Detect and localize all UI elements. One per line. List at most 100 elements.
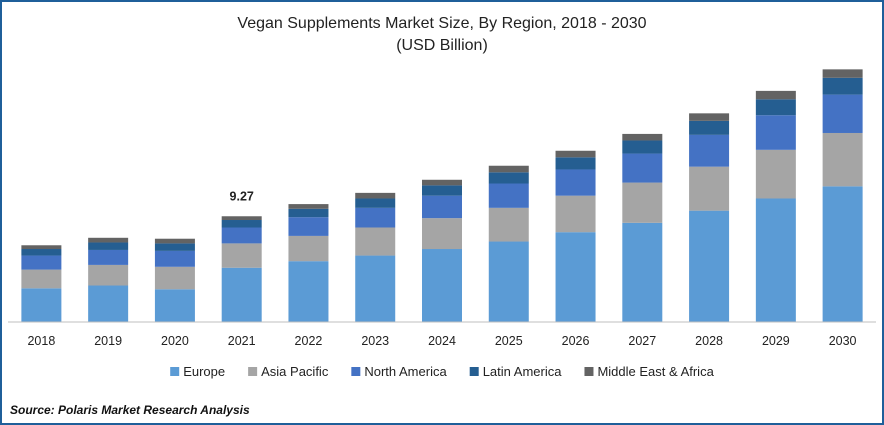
annotations-group: 9.27 — [230, 189, 254, 203]
bar-middle-east-and-africa-2020 — [154, 238, 195, 244]
x-tick-label: 2023 — [361, 334, 389, 348]
bar-asia-pacific-2029 — [755, 149, 796, 199]
legend-label: Europe — [183, 364, 225, 379]
bar-asia-pacific-2018 — [21, 269, 62, 289]
legend-label: Latin America — [483, 364, 563, 379]
bar-asia-pacific-2020 — [154, 266, 195, 290]
chart-title: Vegan Supplements Market Size, By Region… — [237, 15, 646, 32]
legend-label: North America — [364, 364, 447, 379]
bar-europe-2021 — [221, 267, 262, 322]
legend-swatch — [351, 367, 361, 376]
legend-item-middle-east-and-africa: Middle East & Africa — [584, 364, 715, 379]
bar-europe-2018 — [21, 288, 62, 322]
legend-swatch — [248, 367, 258, 376]
legend: Europe Asia Pacific North America Latin Ame… — [170, 364, 715, 379]
x-tick-label: 2029 — [762, 334, 790, 348]
x-tick-label: 2020 — [161, 334, 189, 348]
x-tick-label: 2025 — [495, 334, 523, 348]
bar-asia-pacific-2027 — [622, 182, 663, 223]
bar-europe-2029 — [755, 198, 796, 322]
bar-europe-2019 — [88, 285, 129, 322]
bar-middle-east-and-africa-2030 — [822, 69, 863, 78]
bar-asia-pacific-2030 — [822, 132, 863, 187]
bar-north-america-2019 — [88, 249, 129, 265]
legend-item-europe: Europe — [170, 364, 225, 379]
bar-asia-pacific-2021 — [221, 243, 262, 268]
bar-asia-pacific-2024 — [422, 218, 462, 250]
bar-north-america-2028 — [689, 134, 730, 167]
bar-north-america-2021 — [221, 227, 262, 244]
legend-item-latin-america: Latin America — [469, 364, 563, 379]
bar-latin-america-2028 — [689, 120, 730, 135]
bar-north-america-2023 — [355, 207, 396, 228]
bar-europe-2024 — [422, 249, 462, 322]
bar-north-america-2027 — [622, 153, 663, 183]
bar-latin-america-2019 — [88, 242, 129, 250]
bar-asia-pacific-2028 — [689, 166, 730, 211]
bar-north-america-2026 — [555, 169, 596, 196]
bar-asia-pacific-2022 — [288, 235, 329, 262]
chart-subtitle: (USD Billion) — [396, 37, 488, 54]
bar-latin-america-2021 — [221, 220, 262, 228]
bar-middle-east-and-africa-2026 — [555, 150, 596, 158]
bar-asia-pacific-2025 — [488, 207, 529, 242]
bar-north-america-2020 — [154, 250, 195, 267]
data-label-2021: 9.27 — [230, 189, 254, 203]
bar-latin-america-2029 — [755, 99, 796, 116]
x-tick-label: 2022 — [295, 334, 323, 348]
bar-latin-america-2023 — [355, 198, 396, 208]
x-tick-label: 2027 — [628, 334, 656, 348]
bar-latin-america-2022 — [288, 208, 329, 218]
bar-north-america-2018 — [21, 255, 62, 270]
bar-europe-2020 — [154, 289, 195, 322]
x-tick-label: 2018 — [27, 334, 55, 348]
bar-middle-east-and-africa-2029 — [755, 90, 796, 100]
bar-middle-east-and-africa-2023 — [355, 192, 396, 199]
bar-europe-2028 — [689, 210, 730, 322]
bar-europe-2027 — [622, 222, 663, 322]
bar-latin-america-2018 — [21, 249, 62, 256]
bar-middle-east-and-africa-2027 — [622, 133, 663, 141]
bar-middle-east-and-africa-2028 — [689, 113, 730, 121]
legend-swatch — [469, 367, 479, 376]
bar-middle-east-and-africa-2021 — [221, 216, 262, 220]
x-tick-label: 2030 — [829, 334, 857, 348]
bar-north-america-2024 — [422, 195, 462, 219]
bar-europe-2023 — [355, 255, 396, 322]
bars-group — [21, 69, 863, 322]
x-tick-label: 2028 — [695, 334, 723, 348]
bar-europe-2022 — [288, 261, 329, 322]
x-tick-label: 2021 — [228, 334, 256, 348]
legend-label: Asia Pacific — [261, 364, 329, 379]
source-note: Source: Polaris Market Research Analysis — [10, 403, 250, 417]
bar-asia-pacific-2026 — [555, 195, 596, 233]
x-tick-label: 2019 — [94, 334, 122, 348]
bar-latin-america-2020 — [154, 243, 195, 251]
bar-north-america-2022 — [288, 217, 329, 236]
bar-latin-america-2025 — [488, 172, 529, 184]
bar-asia-pacific-2019 — [88, 264, 129, 286]
bar-latin-america-2030 — [822, 77, 863, 95]
bar-middle-east-and-africa-2025 — [488, 165, 529, 173]
bar-middle-east-and-africa-2022 — [288, 204, 329, 209]
legend-item-asia-pacific: Asia Pacific — [248, 364, 329, 379]
x-tick-label: 2026 — [562, 334, 590, 348]
x-tick-label: 2024 — [428, 334, 456, 348]
bar-europe-2030 — [822, 186, 863, 322]
legend-swatch — [170, 367, 180, 376]
bar-north-america-2030 — [822, 94, 863, 133]
bar-middle-east-and-africa-2018 — [21, 245, 62, 250]
bar-middle-east-and-africa-2024 — [422, 179, 462, 186]
x-tick-labels: 2018 2019 2020 2021 2022 2023 2024 2025 2026 2027… — [27, 334, 856, 348]
bar-asia-pacific-2023 — [355, 227, 396, 256]
legend-item-north-america: North America — [351, 364, 447, 379]
bar-north-america-2029 — [755, 115, 796, 150]
bar-latin-america-2024 — [422, 185, 462, 196]
bar-middle-east-and-africa-2019 — [88, 237, 129, 243]
bar-north-america-2025 — [488, 183, 529, 208]
bar-latin-america-2027 — [622, 140, 663, 154]
bar-europe-2025 — [488, 241, 529, 322]
bar-latin-america-2026 — [555, 157, 596, 170]
bar-europe-2026 — [555, 232, 596, 322]
